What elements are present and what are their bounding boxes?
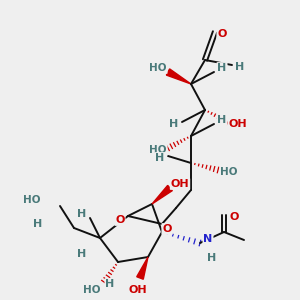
Text: H: H xyxy=(218,115,226,125)
Text: H: H xyxy=(33,219,43,229)
Text: O: O xyxy=(162,224,172,234)
Text: H: H xyxy=(77,249,87,259)
Text: H: H xyxy=(155,153,165,163)
Text: H: H xyxy=(236,62,244,72)
Text: H: H xyxy=(105,279,115,289)
Text: O: O xyxy=(115,215,125,225)
Text: HO: HO xyxy=(149,63,167,73)
Text: OH: OH xyxy=(129,285,147,295)
Text: O: O xyxy=(217,29,227,39)
Text: HO: HO xyxy=(149,145,167,155)
Text: HO: HO xyxy=(220,167,238,177)
Polygon shape xyxy=(152,185,172,204)
Polygon shape xyxy=(167,69,191,84)
Text: H: H xyxy=(207,253,217,263)
Polygon shape xyxy=(137,257,148,279)
Text: HO: HO xyxy=(23,195,41,205)
Text: N: N xyxy=(203,234,213,244)
Text: OH: OH xyxy=(171,179,189,189)
Text: H: H xyxy=(169,119,178,129)
Text: O: O xyxy=(229,212,239,222)
Text: H: H xyxy=(218,63,226,73)
Text: H: H xyxy=(77,209,87,219)
Text: HO: HO xyxy=(83,285,101,295)
Text: OH: OH xyxy=(229,119,247,129)
